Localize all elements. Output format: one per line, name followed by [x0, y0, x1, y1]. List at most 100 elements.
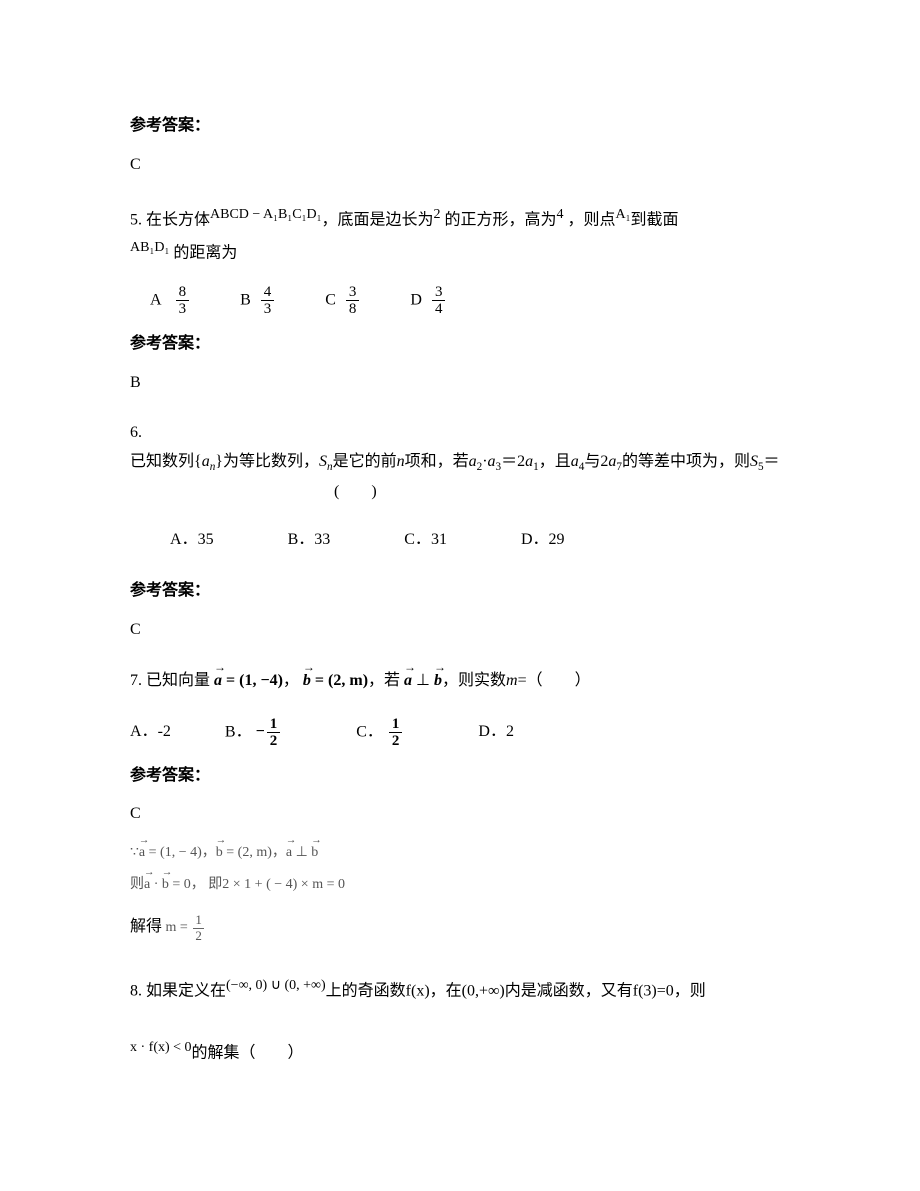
opt-value: 2: [506, 723, 514, 740]
q5-option-b: B 43: [240, 284, 276, 318]
comma: ，: [283, 672, 299, 689]
q6-option-d: D．29: [521, 526, 565, 555]
vec-a: a: [286, 839, 292, 867]
a1: a: [525, 453, 533, 470]
m-eq: m =: [166, 920, 192, 935]
q8-ineq: x · f(x) < 0: [130, 1040, 192, 1055]
q6-options: A．35 B．33 C．31 D．29: [130, 526, 790, 555]
q7-answer: C: [130, 800, 790, 829]
q6-number: 6.: [130, 419, 790, 448]
seq-a: a: [202, 453, 210, 470]
opt-value: 35: [198, 531, 214, 548]
q4-answer: C: [130, 151, 790, 180]
q7-prefix: 7. 已知向量: [130, 672, 210, 689]
opt-value: 31: [431, 531, 447, 548]
frac-num: 3: [432, 284, 446, 302]
frac-den: 4: [432, 301, 446, 318]
q7-options: A．-2 B． −12 C． 12 D．2: [130, 716, 790, 750]
opt-label: C．: [404, 531, 431, 548]
q7-work-line2: 则a · b = 0， 即2 × 1 + ( − 4) × m = 0: [130, 871, 790, 899]
opt-label: C: [325, 292, 336, 309]
vec-b: b: [311, 839, 318, 867]
q5-option-c: C 38: [325, 284, 361, 318]
Sn: S: [319, 453, 327, 470]
q5-prefix: 5. 在长方体: [130, 211, 210, 228]
opt-label: D: [410, 292, 422, 309]
frac-den: 2: [193, 929, 204, 943]
q5-height: 4: [557, 207, 564, 222]
eq2a1: ＝2: [501, 453, 525, 470]
q8-prefix: 8. 如果定义在: [130, 983, 226, 1000]
frac-den: 8: [346, 301, 360, 318]
comma: ，若: [368, 672, 400, 689]
opt-label: A．: [130, 723, 158, 740]
q5-suffix: 的距离为: [169, 244, 237, 261]
opt-label: D．: [521, 531, 549, 548]
vec-b: b: [216, 839, 223, 867]
text: = (1, − 4)，: [145, 845, 216, 860]
text: 的等差中项为，则: [622, 453, 750, 470]
vec-b-eq: = (2, m): [311, 672, 368, 689]
vec-a: a: [214, 667, 222, 696]
vec-a: a: [144, 871, 150, 899]
q5-answer: B: [130, 369, 790, 398]
q6-answer: C: [130, 616, 790, 645]
q6-option-b: B．33: [288, 526, 331, 555]
frac-num: 3: [346, 284, 360, 302]
text: ，且: [539, 453, 571, 470]
frac-den: 2: [389, 733, 403, 750]
q5-mid2: 的正方形，高为: [440, 211, 556, 228]
a2: a: [469, 453, 477, 470]
frac-num: 4: [261, 284, 275, 302]
neg-sign: −: [256, 718, 265, 747]
frac-num: 1: [193, 913, 204, 928]
frac-num: 8: [176, 284, 190, 302]
q5-mid3: ，则点: [564, 211, 616, 228]
q5-answer-label: 参考答案：: [130, 330, 790, 359]
opt-value: -2: [158, 723, 171, 740]
q5-option-d: D 34: [410, 284, 447, 318]
opt-label: B．: [225, 723, 252, 740]
text: 上的奇函数f(x)，在(0,+∞)内是减函数，又有f(3)=0，则: [326, 983, 706, 1000]
q5-plane: AB₁D₁: [130, 240, 169, 255]
q7-question: 7. 已知向量 a = (1, −4)， b = (2, m)，若 a ⊥ b，…: [130, 667, 790, 696]
paren: ( ): [334, 483, 377, 500]
q7-option-a: A．-2: [130, 718, 171, 747]
q5-question: 5. 在长方体ABCD − A₁B₁C₁D₁，底面是边长为2 的正方形，高为4 …: [130, 202, 790, 268]
q7-work-line1: ∵a = (1, − 4)，b = (2, m)，a ⊥ b: [130, 839, 790, 867]
equals: =（ ）: [518, 672, 591, 689]
vec-a2: a: [404, 667, 412, 696]
q5-cuboid: ABCD − A₁B₁C₁D₁: [210, 207, 321, 222]
q5-point: A₁: [616, 207, 631, 222]
text: 则: [130, 877, 144, 892]
q7-option-d: D．2: [478, 718, 514, 747]
m-var: m: [506, 672, 518, 689]
a4: a: [571, 453, 579, 470]
frac-den: 3: [261, 301, 275, 318]
text: ∵: [130, 845, 139, 860]
vec-a-eq: = (1, −4): [222, 672, 283, 689]
q4-answer-label: 参考答案：: [130, 112, 790, 141]
text: 是它的前: [333, 453, 397, 470]
vec-b: b: [303, 667, 311, 696]
q5-options: A 83 B 43 C 38 D 34: [130, 284, 790, 318]
q7-answer-label: 参考答案：: [130, 762, 790, 791]
opt-label: C．: [356, 723, 383, 740]
dot: ·: [150, 877, 162, 892]
vec-b2: b: [434, 667, 442, 696]
q7-work: ∵a = (1, − 4)，b = (2, m)，a ⊥ b 则a · b = …: [130, 839, 790, 943]
opt-label: A: [150, 292, 162, 309]
S5: S: [750, 453, 758, 470]
q7-work-line3: 解得 m = 12: [130, 911, 790, 943]
opt-label: D．: [478, 723, 506, 740]
q6-question: 已知数列{an}为等比数列，Sn是它的前n项和，若a2·a3＝2a1，且a4与2…: [130, 448, 790, 506]
vec-b: b: [162, 871, 169, 899]
q8-domain: (−∞, 0) ∪ (0, +∞): [226, 978, 326, 993]
perp: ⊥: [292, 845, 311, 860]
q6-answer-label: 参考答案：: [130, 577, 790, 606]
frac-num: 1: [267, 716, 281, 734]
eq: ＝: [764, 453, 780, 470]
opt-value: 29: [549, 531, 565, 548]
q6-option-a: A．35: [170, 526, 214, 555]
and2: 与2: [584, 453, 608, 470]
